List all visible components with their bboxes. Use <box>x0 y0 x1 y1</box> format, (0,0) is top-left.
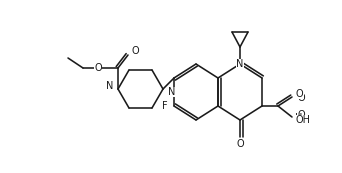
Text: O: O <box>132 46 140 56</box>
Text: O: O <box>298 93 306 103</box>
Text: N: N <box>106 81 113 91</box>
Text: N: N <box>168 87 175 97</box>
Text: O: O <box>296 89 304 99</box>
Text: F: F <box>162 101 168 111</box>
Text: O: O <box>298 110 306 120</box>
Text: N: N <box>236 59 244 69</box>
Text: H: H <box>295 113 302 123</box>
Text: O: O <box>236 139 244 149</box>
Text: O: O <box>94 63 102 73</box>
Text: OH: OH <box>296 115 311 125</box>
